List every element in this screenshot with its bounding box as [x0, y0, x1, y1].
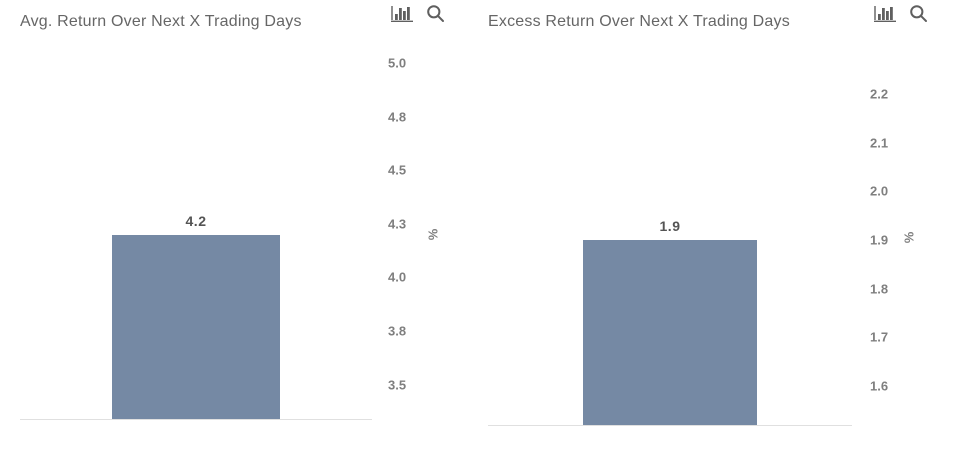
y-tick-label: 4.0: [388, 269, 407, 285]
bar[interactable]: [111, 234, 281, 419]
y-tick-label: 2.2: [870, 86, 889, 102]
bar-chart-icon[interactable]: [873, 3, 897, 24]
chart-toolbar: [873, 3, 929, 24]
y-axis-ticks: 3.5 3.8 4.0 4.3 4.5 4.8 5.0: [388, 50, 418, 419]
y-axis-ticks: 1.6 1.7 1.8 1.9 2.0 2.1 2.2: [870, 50, 900, 425]
bar[interactable]: [582, 239, 758, 425]
chart-title: Excess Return Over Next X Trading Days: [488, 13, 790, 30]
y-axis-title: %: [901, 231, 917, 244]
y-tick-label: 3.5: [388, 377, 407, 393]
bar-chart-icon[interactable]: [390, 3, 414, 24]
y-tick-label: 1.8: [870, 281, 889, 297]
magnifier-icon[interactable]: [425, 3, 446, 24]
chart-toolbar: [390, 3, 446, 24]
chart-title: Avg. Return Over Next X Trading Days: [20, 13, 302, 30]
y-tick-label: 3.8: [388, 323, 407, 339]
plot-area[interactable]: 1.9: [488, 50, 852, 426]
y-tick-label: 1.7: [870, 329, 889, 345]
y-tick-label: 2.0: [870, 183, 889, 199]
chart-avg-return: Avg. Return Over Next X Trading Days: [0, 0, 459, 454]
chart-excess-return: Excess Return Over Next X Trading Days: [480, 0, 959, 454]
y-tick-label: 4.8: [388, 109, 407, 125]
plot-area[interactable]: 4.2: [20, 50, 372, 420]
y-tick-label: 4.5: [388, 162, 407, 178]
y-axis-title: %: [425, 228, 441, 241]
magnifier-icon[interactable]: [908, 3, 929, 24]
y-tick-label: 2.1: [870, 135, 889, 151]
bar-value-label: 4.2: [185, 212, 207, 229]
y-tick-label: 5.0: [388, 55, 407, 71]
bar-value-label: 1.9: [659, 217, 681, 234]
y-tick-label: 1.6: [870, 378, 889, 394]
y-tick-label: 4.3: [388, 216, 407, 232]
y-tick-label: 1.9: [870, 232, 889, 248]
